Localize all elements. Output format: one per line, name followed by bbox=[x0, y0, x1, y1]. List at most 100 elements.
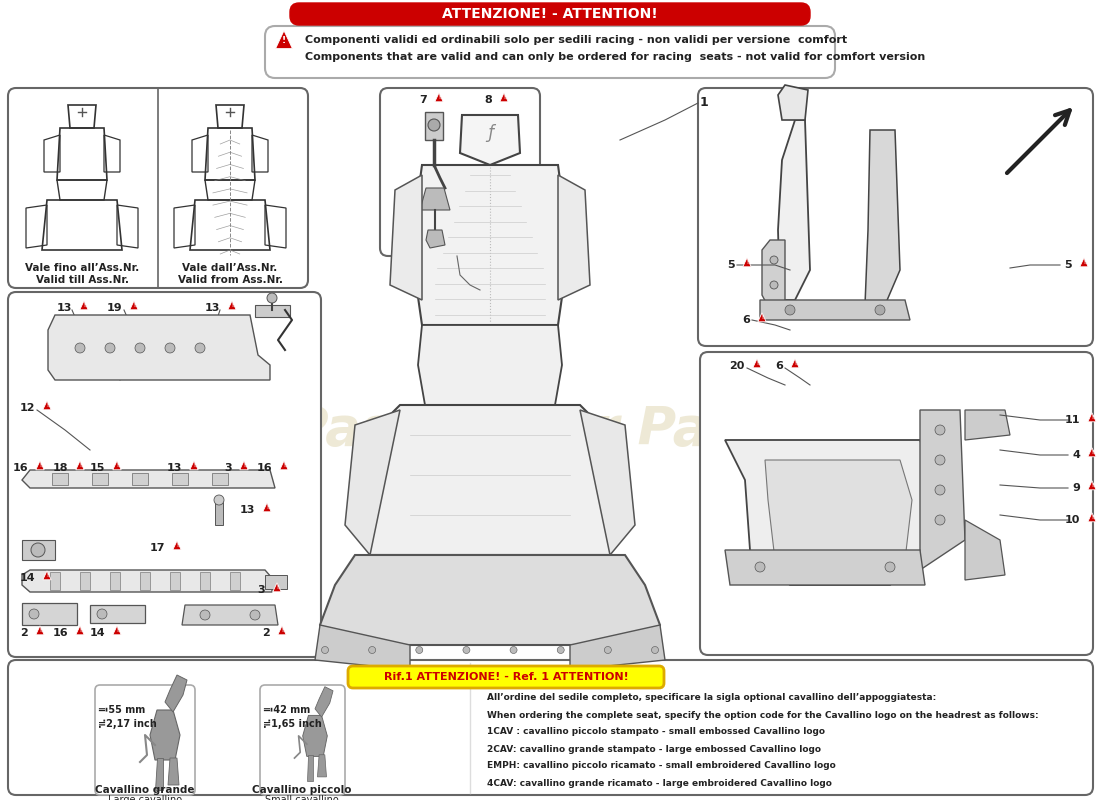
Polygon shape bbox=[43, 570, 52, 580]
Circle shape bbox=[31, 543, 45, 557]
Polygon shape bbox=[318, 754, 327, 777]
Text: ≕55 mm: ≕55 mm bbox=[98, 705, 145, 715]
Text: !: ! bbox=[276, 586, 278, 590]
Text: Vale fino all’Ass.Nr.: Vale fino all’Ass.Nr. bbox=[25, 263, 139, 273]
Text: 18: 18 bbox=[53, 463, 68, 473]
Text: When ordering the complete seat, specify the option code for the Cavallino logo : When ordering the complete seat, specify… bbox=[487, 710, 1038, 719]
Text: All’ordine del sedile completo, specificare la sigla optional cavallino dell’app: All’ordine del sedile completo, specific… bbox=[487, 694, 936, 702]
Text: !: ! bbox=[282, 36, 286, 46]
FancyBboxPatch shape bbox=[265, 26, 835, 78]
Polygon shape bbox=[418, 325, 562, 405]
Bar bbox=[265, 575, 287, 589]
Text: !: ! bbox=[756, 362, 758, 366]
Bar bbox=[140, 572, 150, 590]
Bar bbox=[52, 473, 68, 485]
Text: !: ! bbox=[1091, 415, 1093, 421]
Text: 13: 13 bbox=[56, 303, 72, 313]
Circle shape bbox=[135, 343, 145, 353]
Text: 14: 14 bbox=[89, 628, 104, 638]
FancyBboxPatch shape bbox=[8, 292, 321, 657]
Circle shape bbox=[935, 515, 945, 525]
Circle shape bbox=[428, 119, 440, 131]
Circle shape bbox=[770, 281, 778, 289]
Text: Rif.1 ATTENZIONE! - Ref. 1 ATTENTION!: Rif.1 ATTENZIONE! - Ref. 1 ATTENTION! bbox=[384, 672, 628, 682]
Polygon shape bbox=[76, 626, 85, 634]
Polygon shape bbox=[965, 520, 1005, 580]
Polygon shape bbox=[865, 130, 900, 305]
Circle shape bbox=[104, 343, 116, 353]
Text: !: ! bbox=[283, 463, 285, 468]
Polygon shape bbox=[434, 93, 443, 102]
Polygon shape bbox=[228, 301, 236, 310]
Circle shape bbox=[368, 646, 375, 654]
Polygon shape bbox=[173, 541, 182, 550]
Circle shape bbox=[214, 495, 224, 505]
Polygon shape bbox=[276, 30, 293, 49]
Polygon shape bbox=[752, 358, 761, 368]
Text: 8: 8 bbox=[484, 95, 492, 105]
Bar bbox=[110, 572, 120, 590]
Circle shape bbox=[165, 343, 175, 353]
Circle shape bbox=[755, 562, 764, 572]
Text: !: ! bbox=[133, 303, 135, 308]
Polygon shape bbox=[36, 461, 44, 470]
Circle shape bbox=[886, 562, 895, 572]
Polygon shape bbox=[130, 301, 139, 310]
Polygon shape bbox=[22, 603, 77, 625]
Polygon shape bbox=[36, 626, 44, 634]
Bar bbox=[214, 500, 223, 525]
Circle shape bbox=[558, 646, 564, 654]
Bar bbox=[230, 572, 240, 590]
Bar bbox=[200, 572, 210, 590]
Text: 6: 6 bbox=[776, 361, 783, 371]
Text: !: ! bbox=[79, 463, 81, 468]
Polygon shape bbox=[558, 175, 590, 300]
Text: Small cavallino: Small cavallino bbox=[265, 795, 339, 800]
Text: !: ! bbox=[503, 95, 505, 100]
Polygon shape bbox=[764, 460, 912, 570]
Polygon shape bbox=[165, 675, 187, 712]
Polygon shape bbox=[778, 120, 810, 300]
Text: ƒ: ƒ bbox=[485, 124, 495, 142]
Text: ≓2,17 inch: ≓2,17 inch bbox=[98, 719, 156, 729]
Polygon shape bbox=[76, 461, 85, 470]
Bar bbox=[172, 473, 188, 485]
Circle shape bbox=[510, 646, 517, 654]
Text: 16: 16 bbox=[53, 628, 68, 638]
Polygon shape bbox=[420, 188, 450, 210]
Bar bbox=[80, 572, 90, 590]
Text: !: ! bbox=[116, 629, 118, 634]
Polygon shape bbox=[460, 115, 520, 165]
Circle shape bbox=[29, 609, 38, 619]
Polygon shape bbox=[778, 85, 808, 120]
Polygon shape bbox=[90, 605, 145, 623]
Text: 3: 3 bbox=[257, 585, 265, 595]
Text: !: ! bbox=[1091, 515, 1093, 520]
Circle shape bbox=[321, 646, 329, 654]
Polygon shape bbox=[965, 410, 1010, 440]
Text: !: ! bbox=[39, 463, 41, 468]
Text: 11: 11 bbox=[1065, 415, 1080, 425]
Bar bbox=[50, 572, 60, 590]
FancyBboxPatch shape bbox=[8, 660, 1093, 795]
Text: 16: 16 bbox=[12, 463, 28, 473]
Text: 9: 9 bbox=[1072, 483, 1080, 493]
Polygon shape bbox=[273, 582, 282, 592]
Text: 2: 2 bbox=[20, 628, 28, 638]
Text: 16: 16 bbox=[256, 463, 272, 473]
Circle shape bbox=[200, 610, 210, 620]
Text: !: ! bbox=[192, 463, 195, 468]
Polygon shape bbox=[113, 626, 121, 634]
Text: ATTENZIONE! - ATTENTION!: ATTENZIONE! - ATTENTION! bbox=[442, 7, 658, 21]
Text: 13: 13 bbox=[205, 303, 220, 313]
Text: Components that are valid and can only be ordered for racing  seats - not valid : Components that are valid and can only b… bbox=[305, 52, 925, 62]
Polygon shape bbox=[43, 401, 52, 410]
Polygon shape bbox=[355, 405, 625, 555]
Text: 12: 12 bbox=[20, 403, 35, 413]
Circle shape bbox=[195, 343, 205, 353]
Bar bbox=[425, 112, 443, 140]
Text: !: ! bbox=[46, 403, 48, 408]
Text: 2CAV: cavallino grande stampato - large embossed Cavallino logo: 2CAV: cavallino grande stampato - large … bbox=[487, 745, 821, 754]
Polygon shape bbox=[302, 715, 328, 757]
Circle shape bbox=[651, 646, 659, 654]
